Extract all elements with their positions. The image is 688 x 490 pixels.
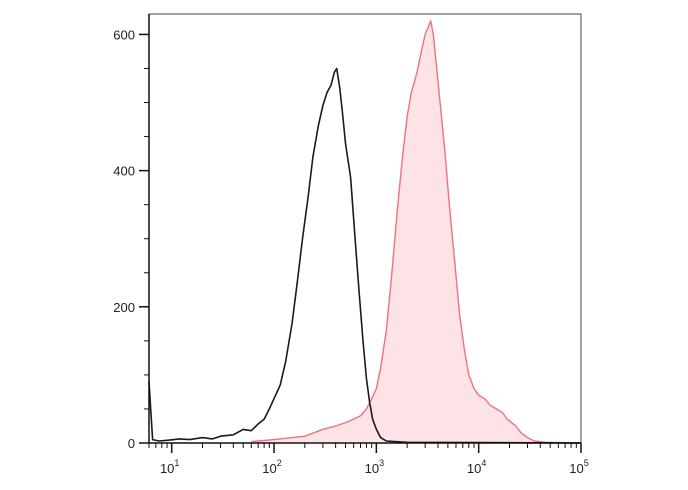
y-tick-label: 600 xyxy=(113,27,135,42)
x-tick-label: 102 xyxy=(262,458,281,476)
y-tick-label: 400 xyxy=(113,164,135,179)
axes: 0 200 400 600 101 102 103 104 105 xyxy=(113,13,589,476)
series-0-line xyxy=(148,67,582,444)
x-tick-label: 104 xyxy=(467,458,486,476)
x-tick-label: 105 xyxy=(569,458,588,476)
x-tick-label: 101 xyxy=(160,458,179,476)
plot-frame xyxy=(148,13,582,444)
y-tick-label: 200 xyxy=(113,300,135,315)
plot-area xyxy=(148,20,582,444)
x-tick-label: 103 xyxy=(365,458,384,476)
y-tick-label: 0 xyxy=(128,436,135,451)
series-1-fill xyxy=(251,20,582,444)
series-1-line xyxy=(251,20,582,444)
